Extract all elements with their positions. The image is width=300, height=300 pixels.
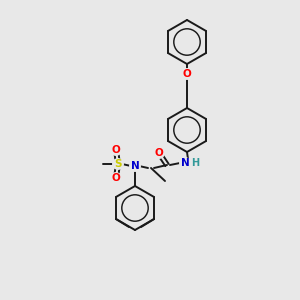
- Text: N: N: [181, 158, 189, 168]
- Circle shape: [180, 158, 190, 168]
- Text: O: O: [112, 145, 120, 155]
- Text: N: N: [130, 161, 140, 171]
- Text: O: O: [112, 173, 120, 183]
- Circle shape: [113, 159, 123, 169]
- Circle shape: [191, 159, 199, 167]
- Text: O: O: [154, 148, 164, 158]
- Circle shape: [154, 148, 164, 158]
- Circle shape: [111, 145, 121, 155]
- Circle shape: [182, 69, 192, 79]
- Circle shape: [130, 161, 140, 171]
- Text: O: O: [183, 69, 191, 79]
- Text: S: S: [114, 159, 122, 169]
- Circle shape: [111, 173, 121, 183]
- Text: H: H: [191, 158, 199, 168]
